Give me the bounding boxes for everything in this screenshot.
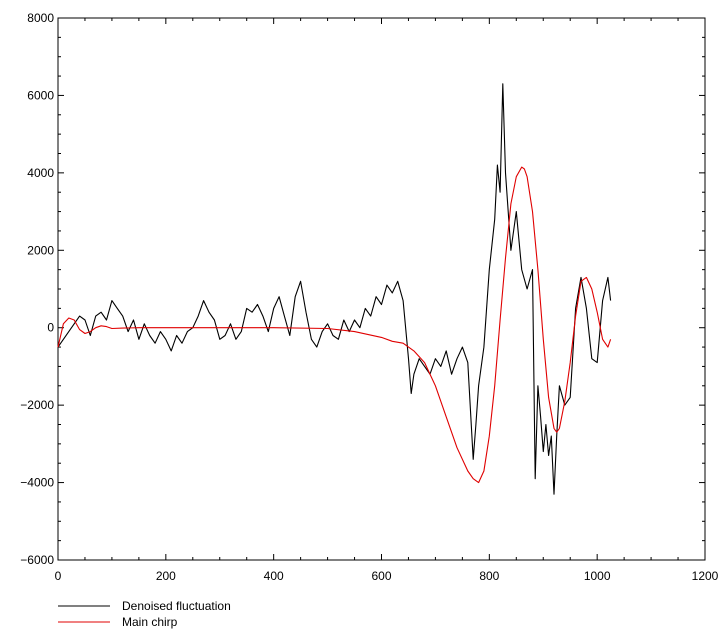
series-line-main-chirp [57,166,612,484]
x-tick-label: 0 [55,569,62,583]
x-tick-label: 200 [156,569,176,583]
y-tick-label: −4000 [20,476,54,490]
x-tick-label: 1000 [584,569,611,583]
y-tick-label: 2000 [27,243,54,257]
axes: 0 200 400 600 800 1000 1200 −6000 −4000 −2000 0 200… [20,11,718,583]
x-tick-label: 400 [264,569,284,583]
x-tick-label: 1200 [692,569,719,583]
y-tick-label: 4000 [27,166,54,180]
y-tick-label: 8000 [27,11,54,25]
y-tick-label: 6000 [27,88,54,102]
series-line-denoised-fluctuation [57,83,612,495]
x-tick-label: 800 [479,569,499,583]
legend: Denoised fluctuation Main chirp [58,599,231,629]
y-tick-label: −2000 [20,398,54,412]
plot-area [57,83,612,495]
y-tick-label: 0 [47,321,54,335]
legend-label-main-chirp: Main chirp [122,615,178,629]
x-tick-label: 600 [371,569,391,583]
legend-label-denoised-fluctuation: Denoised fluctuation [122,599,231,613]
y-tick-label: −6000 [20,553,54,567]
plot-frame [57,17,706,561]
